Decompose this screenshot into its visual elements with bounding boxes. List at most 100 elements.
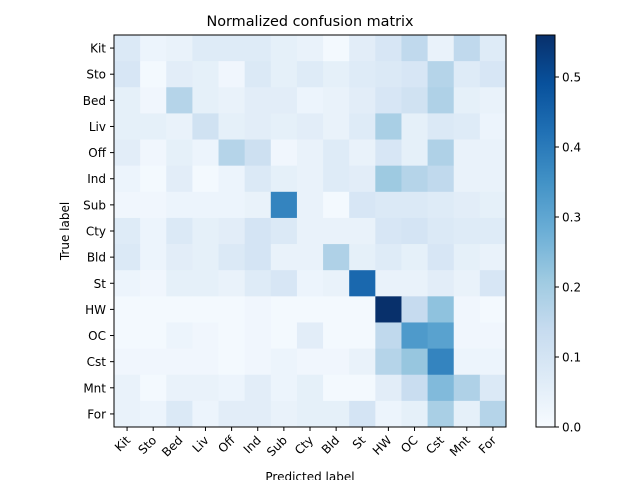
heatmap-cell	[453, 87, 481, 114]
heatmap-cell	[427, 296, 455, 323]
heatmap-cell	[323, 217, 350, 245]
heatmap-cell	[479, 87, 507, 114]
heatmap-cell	[114, 296, 141, 323]
heatmap-cell	[323, 322, 350, 349]
heatmap-cell	[192, 348, 219, 376]
heatmap-cell	[166, 217, 193, 245]
heatmap-cell	[166, 61, 193, 88]
heatmap-cell	[166, 165, 193, 193]
heatmap-cell	[218, 217, 246, 245]
y-axis: Kit Sto Bed Liv Off Ind Sub Cty Bld St HW OC Cst Mnt F…	[83, 42, 114, 421]
heatmap-cell	[114, 348, 141, 376]
heatmap-cell	[479, 400, 507, 428]
heatmap-cell	[218, 296, 246, 323]
colorbar-tick-label: 0.4	[562, 141, 581, 155]
heatmap-cell	[166, 244, 193, 271]
heatmap-cell	[140, 165, 167, 193]
heatmap-cell	[140, 35, 167, 62]
heatmap-cell	[453, 191, 481, 219]
heatmap-cell	[192, 139, 219, 167]
heatmap-cell	[479, 113, 507, 140]
heatmap-cell	[375, 139, 402, 167]
y-tick-label: Cst	[87, 355, 107, 369]
heatmap-cell	[349, 348, 376, 376]
heatmap-cell	[401, 348, 428, 376]
colorbar-tick-label: 0.1	[562, 351, 581, 365]
heatmap-cell	[375, 270, 402, 297]
heatmap-cell	[349, 61, 376, 88]
heatmap-cell	[375, 61, 402, 88]
heatmap-cell	[349, 87, 376, 114]
heatmap-cell	[323, 191, 350, 219]
heatmap-cell	[218, 374, 246, 402]
heatmap-cell	[166, 296, 193, 323]
heatmap-cell	[192, 374, 219, 402]
heatmap-cell	[218, 61, 246, 88]
heatmap-cell	[114, 113, 141, 140]
heatmap-cell	[401, 400, 428, 428]
heatmap-cell	[375, 374, 402, 402]
heatmap-cell	[270, 61, 298, 88]
heatmap-cell	[479, 165, 507, 193]
heatmap-cell	[323, 139, 350, 167]
heatmap-cell	[375, 191, 402, 219]
heatmap-cell	[453, 139, 481, 167]
heatmap-cell	[114, 191, 141, 219]
heatmap-cell	[323, 270, 350, 297]
heatmap-cell	[166, 113, 193, 140]
heatmap-cell	[244, 35, 272, 62]
heatmap-cell	[296, 113, 324, 140]
heatmap-cell	[192, 35, 219, 62]
heatmap-cell	[349, 296, 376, 323]
heatmap-cell	[401, 113, 428, 140]
heatmap-cell	[166, 400, 193, 428]
heatmap-cell	[166, 322, 193, 349]
heatmap-cell	[270, 244, 298, 271]
heatmap-cell	[401, 244, 428, 271]
heatmap-cell	[427, 191, 455, 219]
heatmap-cell	[323, 61, 350, 88]
heatmap-cell	[453, 374, 481, 402]
heatmap-cell	[192, 296, 219, 323]
heatmap-cell	[140, 61, 167, 88]
heatmap-cell	[244, 61, 272, 88]
heatmap-cell	[349, 35, 376, 62]
heatmap-cell	[349, 270, 376, 297]
heatmap-cell	[375, 400, 402, 428]
heatmap-cell	[427, 244, 455, 271]
heatmap-cell	[323, 244, 350, 271]
heatmap-cell	[401, 165, 428, 193]
heatmap-cell	[427, 374, 455, 402]
heatmap-cell	[218, 270, 246, 297]
heatmap-cell	[349, 217, 376, 245]
heatmap-cell	[218, 35, 246, 62]
heatmap-cell	[114, 244, 141, 271]
heatmap-cell	[140, 139, 167, 167]
heatmap-cell	[453, 296, 481, 323]
heatmap-cell	[140, 400, 167, 428]
heatmap-cell	[140, 191, 167, 219]
heatmap-cell	[401, 191, 428, 219]
heatmap-cell	[218, 322, 246, 349]
x-tick-label: For	[476, 433, 499, 456]
heatmap-cell	[114, 139, 141, 167]
y-tick-label: Kit	[90, 42, 106, 56]
heatmap-cell	[375, 35, 402, 62]
heatmap-cell	[270, 400, 298, 428]
heatmap-cell	[192, 191, 219, 219]
heatmap-cell	[140, 296, 167, 323]
heatmap-cell	[218, 348, 246, 376]
heatmap-cell	[270, 35, 298, 62]
heatmap-cell	[479, 139, 507, 167]
heatmap-cell	[244, 191, 272, 219]
heatmap-cell	[140, 113, 167, 140]
colorbar-tick-label: 0.0	[562, 421, 581, 435]
x-tick-label: Ind	[241, 433, 264, 456]
heatmap-cell	[296, 165, 324, 193]
heatmap-cell	[296, 217, 324, 245]
colorbar-axis: 0.0 0.1 0.2 0.3 0.4 0.5	[555, 71, 581, 435]
x-tick-label: OC	[398, 433, 421, 456]
heatmap-cell	[270, 165, 298, 193]
heatmap-cell	[140, 374, 167, 402]
heatmap-cell	[244, 139, 272, 167]
